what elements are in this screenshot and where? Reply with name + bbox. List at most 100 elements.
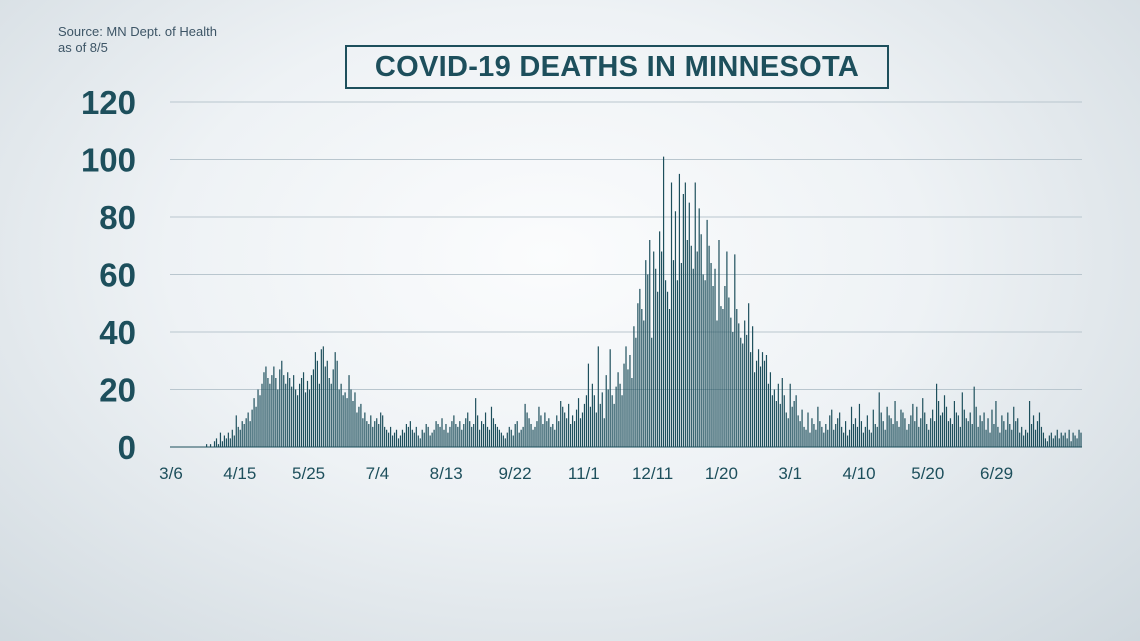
bar (878, 392, 880, 448)
bar (534, 426, 536, 448)
bar (235, 415, 237, 448)
bar (1009, 424, 1011, 447)
bar (219, 432, 222, 448)
bar (603, 418, 605, 447)
y-tick-label: 120 (81, 84, 136, 121)
bar (546, 421, 548, 448)
x-tick-label: 9/22 (498, 464, 531, 483)
bar (1044, 438, 1046, 448)
bar (516, 421, 518, 448)
bar (939, 415, 942, 448)
bar (1038, 412, 1041, 447)
bar (514, 424, 516, 447)
bar (1005, 429, 1007, 447)
chart-title: COVID-19 DEATHS IN MINNESOTA (374, 50, 860, 83)
bar (364, 412, 366, 447)
bar (985, 429, 987, 447)
bar (245, 418, 247, 447)
bar (979, 415, 981, 448)
bar (945, 406, 948, 447)
bar (1074, 435, 1076, 447)
bar (287, 372, 289, 447)
bar (920, 418, 922, 447)
bar (328, 378, 330, 447)
bar (896, 421, 898, 448)
bar (431, 432, 433, 448)
bar (639, 288, 641, 448)
bar (360, 403, 362, 448)
bar (554, 429, 556, 447)
bar (308, 389, 311, 447)
bar (247, 412, 249, 447)
bar (773, 389, 775, 447)
bar (789, 383, 791, 447)
bar (839, 412, 841, 447)
bar (601, 392, 603, 448)
bar (233, 435, 235, 447)
bar (510, 429, 512, 447)
bar (221, 441, 224, 447)
bar (439, 426, 441, 448)
bar (890, 418, 892, 447)
bar (1052, 438, 1054, 448)
bar (827, 429, 829, 447)
bar (710, 263, 712, 447)
bar (781, 378, 783, 447)
bar (661, 251, 663, 447)
bar (403, 432, 406, 448)
bar (957, 415, 959, 448)
bar (544, 412, 546, 447)
bar (775, 401, 777, 447)
bar (904, 418, 906, 447)
bar (265, 366, 267, 447)
bar (378, 424, 380, 447)
bar (251, 409, 253, 448)
bar (712, 286, 714, 447)
bar (963, 409, 965, 448)
bar (894, 401, 896, 447)
bar (356, 412, 358, 447)
bar (662, 156, 665, 448)
bar (906, 429, 908, 447)
bar (257, 389, 259, 447)
bar (825, 424, 827, 447)
bar (1072, 432, 1074, 448)
bar (740, 337, 742, 447)
bar (817, 406, 819, 447)
bar (372, 426, 374, 448)
bar (475, 398, 477, 448)
bar (961, 392, 963, 448)
bar (243, 424, 245, 447)
bar (852, 424, 855, 447)
bar (320, 349, 322, 447)
bar (384, 426, 386, 448)
bar (542, 424, 544, 447)
bar (391, 435, 394, 447)
bar (344, 392, 346, 448)
bar (241, 421, 243, 448)
bar (340, 383, 342, 447)
bar (389, 426, 392, 448)
bar (421, 429, 423, 447)
bar (415, 426, 417, 448)
bar (312, 369, 315, 448)
bar (732, 332, 734, 447)
bar (279, 369, 281, 448)
bar (1054, 435, 1056, 447)
bar (573, 421, 576, 448)
bar (401, 429, 404, 447)
bar (908, 424, 910, 447)
bar (690, 245, 692, 447)
bar (504, 438, 506, 448)
bar (967, 421, 969, 448)
bar (649, 240, 651, 447)
bar (338, 389, 340, 447)
bar (674, 211, 677, 447)
bar (688, 202, 690, 448)
bar (289, 378, 291, 447)
bar (757, 349, 760, 447)
bar (728, 297, 730, 447)
x-tick-label: 4/10 (842, 464, 875, 483)
bar (993, 424, 995, 447)
